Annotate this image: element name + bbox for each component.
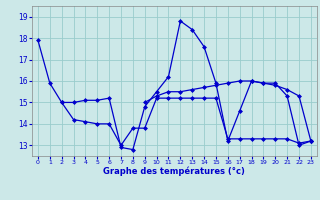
X-axis label: Graphe des températures (°c): Graphe des températures (°c)	[103, 167, 245, 176]
